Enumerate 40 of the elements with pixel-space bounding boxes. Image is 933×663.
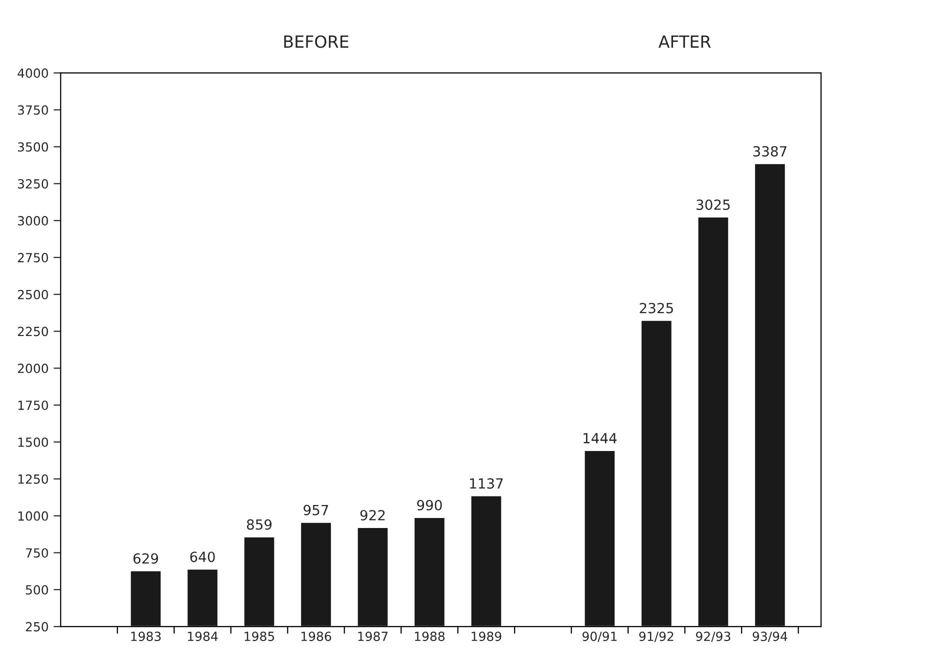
y-tick-label: 3750: [18, 105, 48, 115]
y-tick-label: 2750: [18, 252, 48, 262]
y-tick-label: 2250: [18, 326, 48, 336]
x-tick-label: 1988: [414, 632, 445, 642]
data-label: 3025: [696, 200, 730, 210]
y-tick-label: 2000: [18, 364, 48, 374]
text: BEFORE: [284, 35, 348, 48]
y-tick-label: 1500: [18, 437, 48, 447]
y-tick-label: 1750: [18, 400, 48, 410]
y-tick-label: 750: [26, 548, 48, 558]
y-tick-label: 1000: [18, 511, 48, 521]
x-tick-label: 1989: [472, 632, 502, 642]
x-tick-label: 1984: [188, 632, 218, 642]
y-tick-label: 2500: [18, 290, 48, 300]
y-tick-label: 3250: [18, 179, 48, 189]
data-label: 957: [304, 504, 328, 516]
data-label: 640: [190, 552, 215, 562]
y-tick-label: 3000: [18, 216, 48, 226]
data-label: 1137: [470, 478, 503, 489]
x-tick-label: 1987: [358, 632, 388, 642]
y-tick-label: 500: [26, 585, 48, 595]
x-tick-label: 91/92: [639, 632, 674, 642]
data-label: 859: [246, 519, 272, 530]
y-tick-label: 1250: [18, 474, 48, 484]
y-tick-label: 4000: [18, 68, 48, 78]
x-tick-label: 1983: [131, 632, 161, 642]
data-label: 3387: [753, 146, 786, 157]
x-tick-label: 92/93: [696, 632, 730, 642]
data-label: 922: [360, 510, 385, 520]
x-tick-label: 1986: [301, 632, 332, 642]
x-tick-label: 1985: [244, 632, 274, 642]
y-tick-label: 250: [26, 622, 48, 632]
data-label: 1444: [584, 433, 617, 444]
x-tick-label: 93/94: [752, 632, 788, 642]
text: AFTER: [658, 36, 711, 48]
data-label: 629: [133, 553, 158, 564]
data-label: 990: [417, 500, 442, 510]
y-tick-label: 3500: [18, 142, 48, 152]
data-label: 2325: [640, 302, 673, 314]
x-tick-label: 90/91: [582, 632, 617, 642]
